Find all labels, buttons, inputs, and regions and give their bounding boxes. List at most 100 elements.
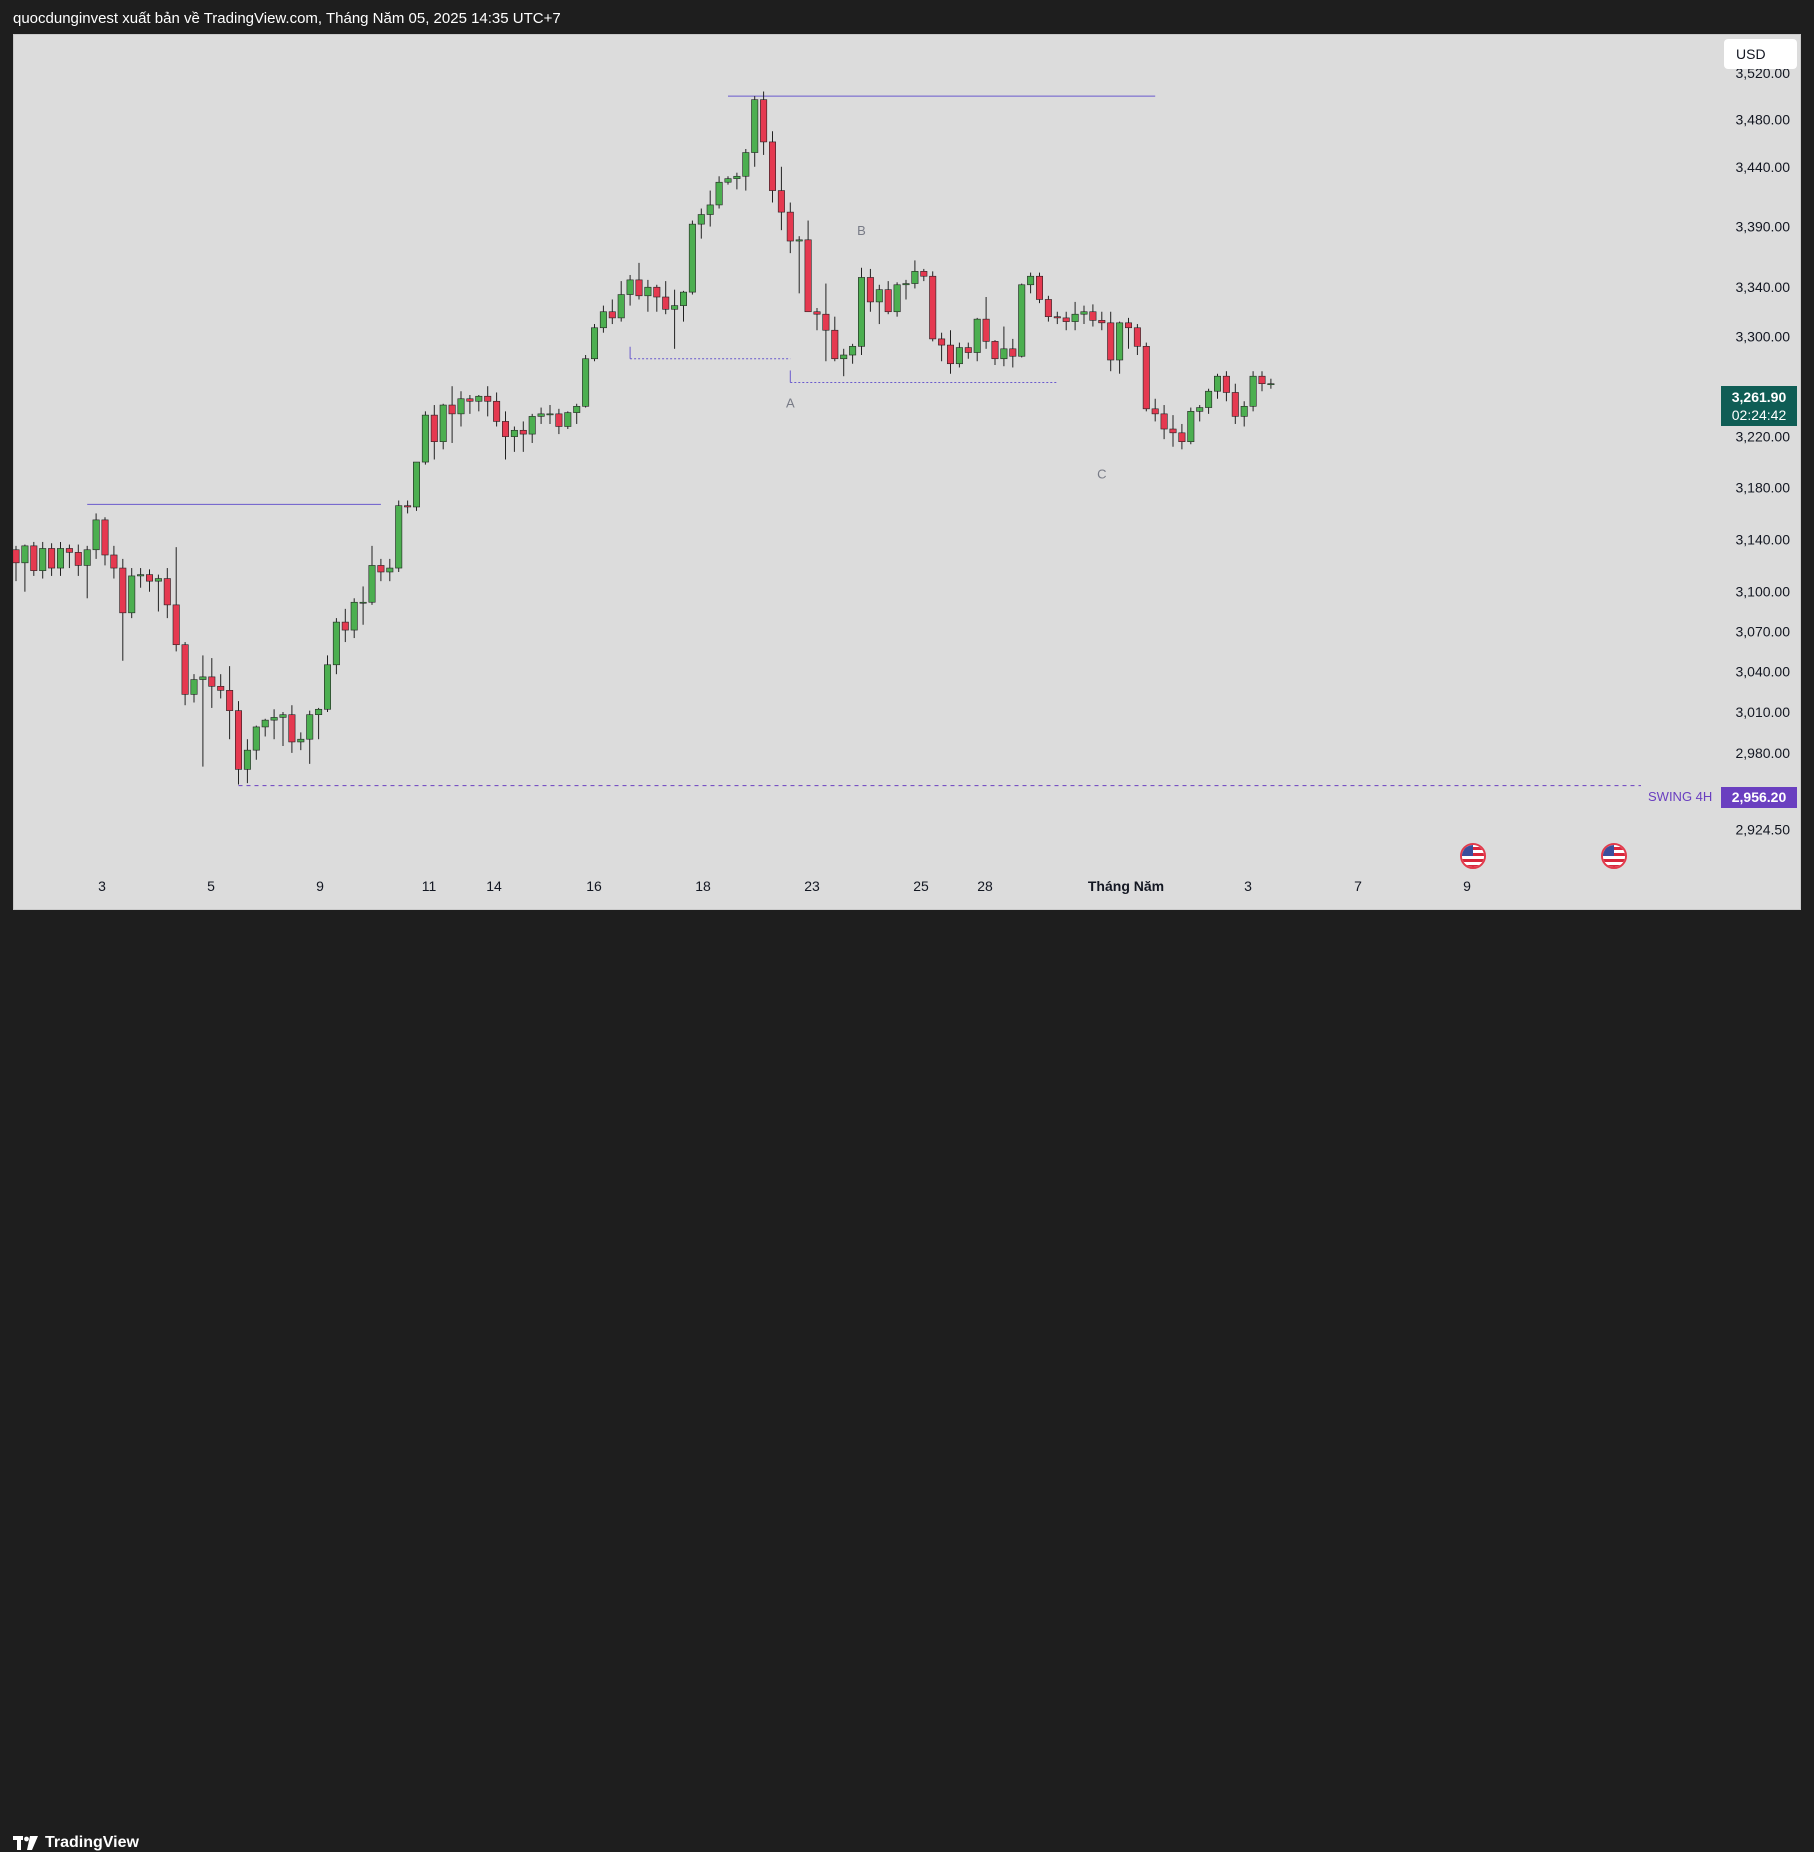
candle-body — [582, 358, 590, 407]
candle — [1231, 383, 1239, 424]
candle-body — [1142, 346, 1150, 410]
candle-body — [404, 505, 412, 508]
candle-body — [849, 346, 857, 356]
us-flag-icon[interactable] — [1460, 843, 1486, 869]
y-tick-label: 3,100.00 — [1736, 584, 1791, 600]
candle-body — [368, 565, 376, 603]
candle — [21, 544, 29, 592]
candle-body — [635, 279, 643, 297]
candle-body — [101, 519, 109, 556]
candle — [777, 166, 785, 231]
candle — [929, 271, 937, 342]
candle-body — [190, 679, 198, 695]
candle — [83, 545, 91, 599]
x-tick-label: 3 — [1244, 878, 1252, 894]
candle — [1053, 311, 1061, 325]
candle — [181, 642, 189, 706]
y-tick-label: 3,340.00 — [1736, 279, 1791, 295]
candle — [190, 674, 198, 703]
candle — [1071, 301, 1079, 331]
candle — [822, 283, 830, 362]
candle-body — [671, 305, 679, 310]
candle — [48, 543, 56, 576]
x-tick-label: 9 — [1463, 878, 1471, 894]
y-tick-label: 2,980.00 — [1736, 745, 1791, 761]
candle-body — [279, 714, 287, 718]
candle-body — [1125, 322, 1133, 329]
candle-body — [644, 286, 652, 297]
candle-body — [528, 416, 536, 435]
candlestick-chart[interactable]: 3,520.003,480.003,440.003,390.003,340.00… — [13, 34, 1801, 910]
candle — [911, 260, 919, 289]
candle-body — [724, 178, 732, 183]
candle — [475, 394, 483, 412]
candle — [644, 279, 652, 312]
candle — [662, 281, 670, 315]
candle-body — [617, 294, 625, 319]
candle-body — [768, 141, 776, 191]
candle — [386, 558, 394, 582]
currency-selector[interactable]: USD — [1724, 39, 1797, 69]
us-flag-icon[interactable] — [1601, 843, 1627, 869]
candle-body — [1098, 320, 1106, 324]
wave-label-c: C — [1097, 467, 1106, 482]
swing-price-tag: 2,956.20 — [1721, 787, 1797, 808]
candle — [964, 342, 972, 359]
candle-body — [1249, 375, 1257, 407]
candle-body — [1044, 299, 1052, 317]
candle-body — [439, 404, 447, 442]
candle — [1098, 311, 1106, 331]
candle-body — [1018, 284, 1026, 357]
candle-body — [813, 311, 821, 315]
candle — [297, 732, 305, 751]
candle-body — [484, 395, 492, 402]
candle — [1258, 371, 1266, 392]
x-tick-label: 7 — [1354, 878, 1362, 894]
candle — [635, 262, 643, 300]
candle-body — [395, 505, 403, 569]
candle-body — [777, 190, 785, 213]
candle-body — [457, 398, 465, 415]
candle-body — [733, 175, 741, 179]
chart-area[interactable] — [13, 34, 1801, 910]
candle-body — [288, 714, 296, 743]
x-tick-label: 11 — [422, 878, 437, 894]
candle-body — [893, 284, 901, 313]
candle — [163, 568, 171, 619]
candle — [608, 299, 616, 325]
candle — [546, 405, 554, 424]
candle-body — [270, 717, 278, 721]
x-tick-label: 18 — [695, 878, 711, 894]
candle — [768, 131, 776, 203]
candle-body — [1035, 275, 1043, 300]
candle-body — [1240, 405, 1248, 417]
candle-body — [323, 664, 331, 710]
tradingview-logo[interactable]: TradingView — [13, 1834, 139, 1852]
candle — [1222, 371, 1230, 402]
x-tick-label: 5 — [207, 878, 215, 894]
candle — [110, 545, 118, 579]
candle — [599, 305, 607, 333]
candle-body — [466, 398, 474, 402]
candle — [65, 544, 73, 569]
candle-body — [1009, 348, 1017, 357]
candle — [226, 666, 234, 740]
candle-body — [760, 99, 768, 143]
candle-body — [92, 519, 100, 551]
candle — [101, 517, 109, 566]
candle — [519, 421, 527, 452]
candle-body — [475, 395, 483, 402]
candle-body — [946, 344, 954, 365]
candle — [1089, 304, 1097, 327]
candle — [679, 290, 687, 322]
candle-body — [208, 676, 216, 687]
candle-body — [1151, 408, 1159, 415]
candle-body — [39, 548, 47, 571]
candle — [875, 284, 883, 325]
x-tick-label: 14 — [486, 878, 502, 894]
candle-body — [626, 279, 634, 295]
candle — [1267, 378, 1275, 389]
candle-body — [1267, 383, 1275, 386]
candle — [715, 176, 723, 209]
candle-body — [181, 644, 189, 695]
